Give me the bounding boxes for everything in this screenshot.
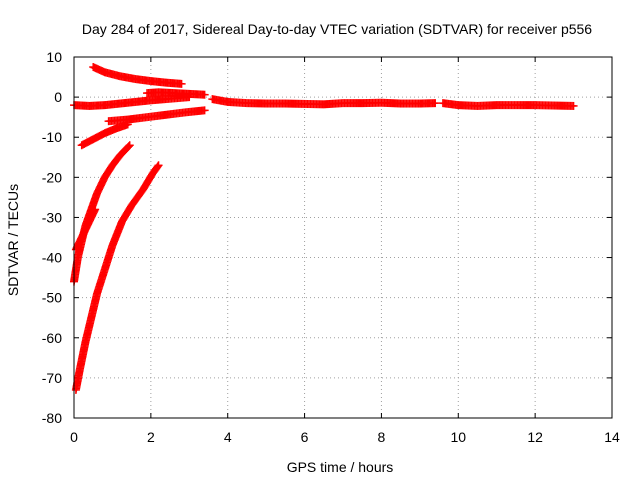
x-tick-label: 10 (450, 429, 466, 445)
chart-title: Day 284 of 2017, Sidereal Day-to-day VTE… (82, 21, 592, 37)
x-tick-label: 8 (378, 429, 386, 445)
data-series (89, 63, 186, 88)
data-point (125, 141, 134, 150)
data-series (208, 95, 440, 109)
y-tick-label: -80 (42, 410, 62, 426)
data-point (200, 106, 209, 115)
data-series (143, 88, 209, 99)
y-tick-label: -10 (42, 129, 62, 145)
data-series (104, 106, 209, 126)
y-tick-label: -70 (42, 370, 62, 386)
data-point (91, 205, 100, 214)
y-axis-label: SDTVAR / TECUs (5, 184, 21, 296)
y-tick-label: -30 (42, 209, 62, 225)
x-tick-label: 0 (70, 429, 78, 445)
data-point (124, 142, 133, 151)
data-point (200, 90, 209, 99)
data-point (431, 99, 440, 108)
data-point (154, 161, 163, 170)
data-series (438, 99, 578, 110)
data-point (153, 162, 162, 171)
y-tick-label: 0 (54, 89, 62, 105)
y-tick-label: -40 (42, 250, 62, 266)
data-point (177, 79, 186, 88)
data-series (77, 120, 132, 150)
x-tick-label: 6 (301, 429, 309, 445)
data-series (71, 161, 163, 394)
plot-frame (73, 56, 613, 419)
x-tick-label: 2 (147, 429, 155, 445)
y-tick-label: -60 (42, 330, 62, 346)
y-tick-label: -20 (42, 169, 62, 185)
x-tick-label: 4 (224, 429, 232, 445)
x-axis-label: GPS time / hours (287, 459, 394, 475)
data-marks (70, 63, 578, 394)
grid (74, 57, 612, 418)
data-point (569, 101, 578, 110)
axis-ticks: 0 2 4 6 8 10 12 14 10 0 -10 -20 -30 -40 -50 -60 -70 -80 (42, 49, 620, 445)
y-tick-label: -50 (42, 290, 62, 306)
x-tick-label: 12 (527, 429, 543, 445)
data-series (71, 205, 100, 254)
x-tick-label: 14 (604, 429, 620, 445)
y-tick-label: 10 (46, 49, 62, 65)
